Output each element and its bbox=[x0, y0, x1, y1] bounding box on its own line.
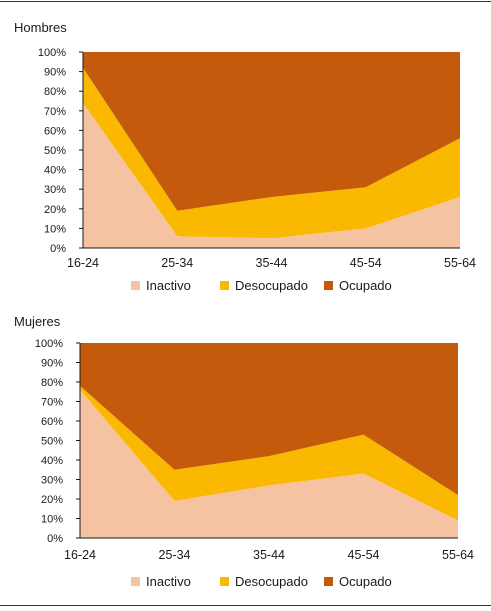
y-tick-label: 80% bbox=[44, 86, 66, 98]
area-ocupado bbox=[83, 52, 460, 211]
legend-item-ocupado: Ocupado bbox=[324, 572, 392, 590]
x-tick-label: 55-64 bbox=[442, 548, 474, 562]
x-tick-label: 35-44 bbox=[253, 548, 285, 562]
bottom-rule bbox=[0, 605, 491, 606]
area-desocupado bbox=[80, 385, 458, 521]
chart-title-mujeres: Mujeres bbox=[14, 314, 61, 329]
legend-swatch bbox=[324, 280, 333, 290]
area-inactivo bbox=[80, 389, 458, 538]
chart-hombres: 0% 10% 20% 30% 40% 50% 60% 70% 80% 90% 100% 16-24 25… bbox=[38, 47, 476, 270]
y-tick-label: 20% bbox=[41, 494, 63, 506]
x-tick-label: 16-24 bbox=[64, 548, 96, 562]
legend-item-desocupado: Desocupado bbox=[220, 572, 308, 590]
y-tick-label: 30% bbox=[44, 184, 66, 196]
y-tick-label: 100% bbox=[38, 47, 66, 59]
x-tick-label: 45-54 bbox=[348, 548, 380, 562]
top-rule bbox=[0, 1, 491, 2]
legend-label: Inactivo bbox=[146, 573, 191, 589]
y-tick-label: 90% bbox=[44, 67, 66, 79]
y-tick-label: 80% bbox=[41, 377, 63, 389]
area-inactivo bbox=[83, 103, 460, 248]
y-tick-label: 0% bbox=[47, 533, 63, 545]
x-tick-label: 16-24 bbox=[67, 256, 99, 270]
legend-item-ocupado: Ocupado bbox=[324, 276, 392, 294]
y-tick-label: 40% bbox=[41, 455, 63, 467]
y-tick-label: 100% bbox=[35, 338, 63, 350]
legend-hombres: Inactivo Desocupado Ocupado bbox=[0, 276, 491, 294]
y-tick-label: 60% bbox=[44, 125, 66, 137]
area-ocupado bbox=[80, 343, 458, 496]
legend-item-inactivo: Inactivo bbox=[131, 572, 191, 590]
x-tick-label: 35-44 bbox=[256, 256, 288, 270]
y-tick-label: 40% bbox=[44, 165, 66, 177]
legend-mujeres: Inactivo Desocupado Ocupado bbox=[0, 572, 491, 590]
legend-swatch bbox=[131, 280, 140, 290]
legend-item-inactivo: Inactivo bbox=[131, 276, 191, 294]
y-tick-label: 0% bbox=[50, 243, 66, 255]
legend-label: Desocupado bbox=[235, 277, 308, 293]
legend-swatch bbox=[220, 280, 229, 290]
y-tick-label: 70% bbox=[41, 397, 63, 409]
y-tick-label: 70% bbox=[44, 106, 66, 118]
x-tick-label: 25-34 bbox=[161, 256, 193, 270]
x-tick-label: 45-54 bbox=[350, 256, 382, 270]
legend-swatch bbox=[131, 576, 140, 586]
y-tick-label: 10% bbox=[41, 514, 63, 526]
x-tick-label: 25-34 bbox=[159, 548, 191, 562]
y-tick-label: 50% bbox=[44, 145, 66, 157]
legend-label: Ocupado bbox=[339, 277, 392, 293]
y-tick-label: 50% bbox=[41, 436, 63, 448]
legend-label: Inactivo bbox=[146, 277, 191, 293]
legend-item-desocupado: Desocupado bbox=[220, 276, 308, 294]
y-tick-label: 90% bbox=[41, 358, 63, 370]
chart-mujeres: 0% 10% 20% 30% 40% 50% 60% 70% 80% 90% 100% 16-24 25… bbox=[35, 338, 474, 562]
x-tick-label: 55-64 bbox=[444, 256, 476, 270]
y-tick-label: 60% bbox=[41, 416, 63, 428]
legend-label: Desocupado bbox=[235, 573, 308, 589]
y-tick-label: 10% bbox=[44, 223, 66, 235]
legend-label: Ocupado bbox=[339, 573, 392, 589]
y-tick-label: 20% bbox=[44, 204, 66, 216]
legend-swatch bbox=[220, 576, 229, 586]
legend-swatch bbox=[324, 576, 333, 586]
y-tick-label: 30% bbox=[41, 475, 63, 487]
area-desocupado bbox=[83, 67, 460, 239]
chart-title-hombres: Hombres bbox=[14, 20, 67, 35]
